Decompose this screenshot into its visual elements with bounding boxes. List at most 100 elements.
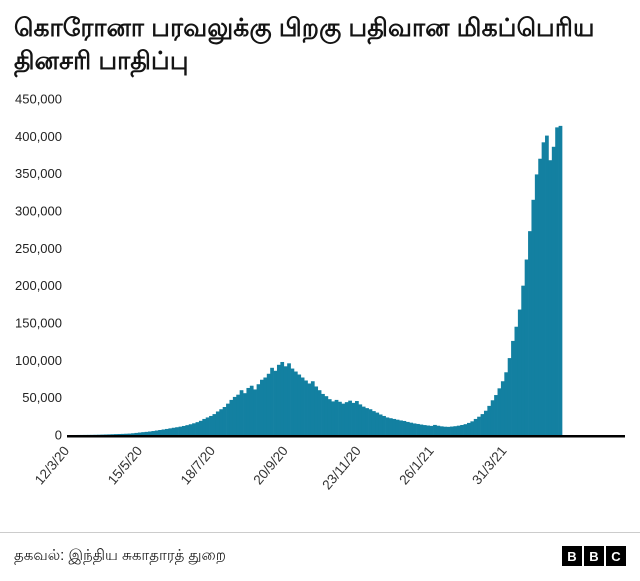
bar bbox=[378, 414, 383, 435]
bar bbox=[426, 425, 431, 435]
bar bbox=[402, 420, 407, 435]
bar bbox=[273, 370, 278, 435]
bar bbox=[222, 407, 227, 435]
bar bbox=[534, 174, 539, 435]
bar bbox=[351, 402, 356, 435]
bar bbox=[490, 400, 495, 435]
bar bbox=[263, 377, 268, 435]
bar bbox=[470, 421, 475, 435]
bar bbox=[253, 389, 257, 435]
y-axis-tick-label: 250,000 bbox=[15, 241, 62, 256]
bar bbox=[198, 420, 203, 435]
bar bbox=[558, 125, 563, 435]
bar bbox=[321, 393, 325, 435]
bar bbox=[120, 433, 125, 435]
bar bbox=[192, 423, 196, 435]
bar bbox=[453, 426, 458, 435]
bar bbox=[249, 385, 254, 435]
bar bbox=[338, 401, 342, 435]
bar bbox=[287, 363, 291, 435]
bar bbox=[521, 285, 526, 435]
bar bbox=[399, 420, 403, 435]
bar bbox=[388, 418, 393, 435]
bar bbox=[209, 415, 213, 435]
y-axis-tick-label: 450,000 bbox=[15, 92, 62, 107]
bar bbox=[327, 399, 332, 435]
bar bbox=[524, 259, 529, 435]
bar bbox=[114, 434, 118, 435]
bar bbox=[178, 426, 183, 435]
bar bbox=[517, 309, 522, 435]
bar bbox=[480, 414, 485, 435]
bar bbox=[134, 432, 139, 435]
x-axis-tick-label: 12/3/20 bbox=[32, 443, 72, 487]
bar bbox=[276, 364, 281, 435]
bar bbox=[266, 373, 271, 435]
bar bbox=[148, 431, 152, 435]
bar bbox=[205, 417, 210, 435]
bar bbox=[355, 401, 359, 435]
bar bbox=[551, 146, 556, 435]
y-axis-tick-label: 400,000 bbox=[15, 129, 62, 144]
bar bbox=[158, 430, 162, 435]
y-axis-tick-label: 50,000 bbox=[22, 390, 62, 405]
bar bbox=[511, 340, 515, 435]
bar bbox=[443, 426, 447, 435]
bar bbox=[382, 415, 386, 435]
bar bbox=[545, 135, 549, 435]
bar bbox=[137, 432, 142, 435]
bar bbox=[131, 433, 135, 435]
bar bbox=[416, 423, 420, 435]
bar bbox=[236, 394, 240, 435]
bar bbox=[243, 393, 247, 435]
bar bbox=[439, 426, 444, 435]
bar bbox=[460, 424, 464, 435]
chart-area: 0 50,000 100,000 150,000 200,000 250,000 300,0… bbox=[0, 83, 640, 515]
bbc-logo-letter: B bbox=[562, 546, 582, 566]
bar bbox=[531, 199, 536, 435]
bar bbox=[141, 432, 145, 435]
bar bbox=[171, 427, 176, 435]
bar bbox=[229, 399, 234, 435]
bar bbox=[528, 231, 532, 435]
bar bbox=[361, 406, 366, 435]
bar-chart: 0 50,000 100,000 150,000 200,000 250,000 300,0… bbox=[15, 92, 625, 492]
y-axis-tick-label: 100,000 bbox=[15, 353, 62, 368]
bar bbox=[154, 430, 159, 435]
bar bbox=[124, 433, 129, 435]
bar bbox=[436, 425, 441, 435]
y-axis-tick-label: 0 bbox=[55, 428, 62, 443]
bar bbox=[419, 424, 424, 435]
bar bbox=[334, 399, 339, 435]
bar bbox=[246, 387, 251, 435]
bar bbox=[368, 409, 373, 435]
bar bbox=[371, 411, 376, 435]
bar bbox=[473, 418, 478, 435]
x-axis-tick-label: 23/11/20 bbox=[319, 443, 364, 492]
bar bbox=[212, 414, 217, 435]
bar bbox=[256, 384, 261, 435]
bar bbox=[107, 434, 112, 435]
bar bbox=[341, 403, 346, 435]
bar bbox=[283, 366, 288, 435]
bar bbox=[307, 383, 312, 435]
bar bbox=[195, 422, 200, 435]
bar bbox=[165, 428, 169, 435]
y-axis-tick-label: 200,000 bbox=[15, 278, 62, 293]
bar bbox=[409, 422, 414, 435]
bar bbox=[117, 433, 122, 435]
bar bbox=[188, 424, 193, 435]
bar bbox=[202, 418, 207, 435]
bar bbox=[392, 418, 397, 435]
bar bbox=[422, 425, 427, 435]
bbc-logo-letter: C bbox=[606, 546, 626, 566]
bar bbox=[507, 358, 512, 435]
bar bbox=[375, 412, 380, 435]
footer: தகவல்: இந்திய சுகாதாரத் துறை B B C bbox=[0, 532, 640, 581]
x-axis-tick-label: 31/3/21 bbox=[469, 443, 509, 487]
bar bbox=[500, 381, 505, 435]
bar bbox=[555, 127, 559, 435]
bar bbox=[293, 371, 298, 435]
bar bbox=[280, 361, 285, 435]
